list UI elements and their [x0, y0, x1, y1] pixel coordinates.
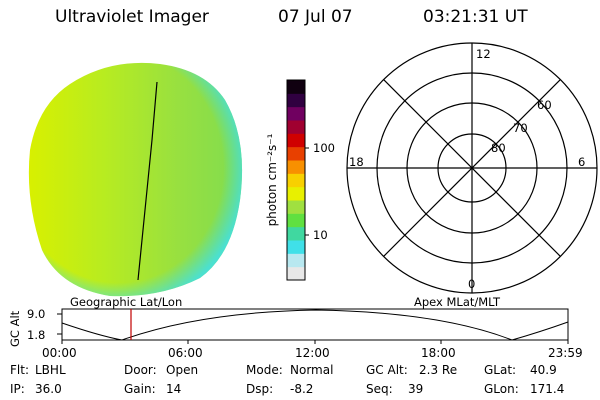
orbit-altitude-curve: [61, 309, 569, 341]
mode-key: Mode:: [246, 363, 283, 377]
glon-value: 171.4: [530, 382, 565, 396]
seq-value: 39: [408, 382, 424, 396]
colorbar-segment: [287, 93, 305, 108]
mlat-label-70: 70: [513, 121, 528, 135]
geographic-label: Geographic Lat/Lon: [70, 295, 183, 309]
y-tick-label-1-8: 1.8: [27, 328, 46, 342]
instrument-title: Ultraviolet Imager: [55, 7, 209, 27]
image-time: 03:21:31 UT: [423, 7, 528, 27]
door-value: Open: [166, 363, 199, 377]
filter-key: Flt:: [10, 363, 29, 377]
gc-alt-value: 2.3 Re: [419, 363, 458, 377]
x-tick-label-0000: 00:00: [42, 346, 77, 360]
color-scale-bar: [287, 80, 305, 281]
x-tick-label-1200: 12:00: [295, 346, 330, 360]
colorbar-segment: [287, 160, 305, 174]
colorbar-segment: [287, 186, 305, 201]
mode-value: Normal: [290, 363, 334, 377]
x-tick-label-1800: 18:00: [421, 346, 456, 360]
mlt-label-18: 18: [349, 155, 364, 169]
x-tick-label-0600: 06:00: [168, 346, 203, 360]
gain-value: 14: [166, 382, 182, 396]
colorbar-segment: [287, 133, 305, 148]
seq-key: Seq:: [366, 382, 393, 396]
mlt-label-0: 0: [468, 277, 476, 291]
colorbar-unit-label: photon cm⁻²s⁻¹: [265, 133, 279, 227]
glon-key: GLon:: [484, 382, 519, 396]
colorbar-segment: [287, 146, 305, 161]
mlat-label-80: 80: [491, 141, 506, 155]
mlat-label-60: 60: [537, 98, 552, 112]
colorbar-segment: [287, 120, 305, 134]
ip-key: IP:: [10, 382, 25, 396]
glat-key: GLat:: [484, 363, 517, 377]
colorbar-segment: [287, 253, 305, 268]
apex-label: Apex MLat/MLT: [414, 295, 501, 309]
gain-key: Gain:: [124, 382, 156, 396]
ip-value: 36.0: [35, 382, 62, 396]
colorbar-segment: [287, 106, 305, 121]
mlat-mlt-polar-grid: [346, 42, 598, 294]
altitude-plot-frame: [61, 308, 569, 341]
y-tick-label-9: 9.0: [27, 307, 46, 321]
mlt-label-6: 6: [578, 155, 586, 169]
gc-alt-key: GC Alt:: [366, 363, 408, 377]
uv-globe-image: [28, 62, 243, 297]
colorbar-segment: [287, 226, 305, 241]
colorbar-segment: [287, 266, 305, 281]
x-tick-label-2359: 23:59: [548, 346, 583, 360]
dsp-key: Dsp:: [246, 382, 274, 396]
filter-value: LBHL: [35, 363, 66, 377]
mlt-label-12: 12: [476, 47, 491, 61]
image-date: 07 Jul 07: [278, 7, 353, 27]
door-key: Door:: [124, 363, 157, 377]
altitude-axis-label: GC Alt: [8, 310, 22, 347]
colorbar-segment: [287, 173, 305, 188]
colorbar-segment: [287, 213, 305, 228]
colorbar-segment: [287, 80, 305, 94]
globe-limb: [28, 62, 243, 297]
dsp-value: -8.2: [290, 382, 314, 396]
colorbar-segment: [287, 240, 305, 254]
colorbar-segment: [287, 200, 305, 214]
x-axis-ticks: [61, 340, 569, 344]
color-scale-frame: [286, 79, 306, 281]
colorbar-label-10: 10: [313, 228, 328, 242]
terminator-line: [137, 81, 158, 281]
colorbar-label-100: 100: [313, 141, 335, 155]
polar-diagonal-2: [383, 79, 561, 257]
glat-value: 40.9: [530, 363, 557, 377]
